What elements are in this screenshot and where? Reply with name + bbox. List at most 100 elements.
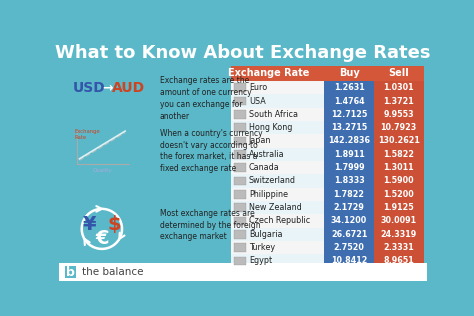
FancyBboxPatch shape	[234, 97, 246, 105]
FancyBboxPatch shape	[234, 216, 246, 225]
FancyBboxPatch shape	[374, 94, 423, 108]
FancyBboxPatch shape	[231, 214, 324, 228]
Text: $: $	[108, 215, 121, 234]
Text: 2.1729: 2.1729	[334, 203, 365, 212]
Text: Philippine: Philippine	[249, 190, 288, 199]
Text: 130.2621: 130.2621	[378, 137, 419, 145]
Text: 142.2836: 142.2836	[328, 137, 370, 145]
Text: 1.2631: 1.2631	[334, 83, 365, 92]
FancyBboxPatch shape	[374, 201, 423, 214]
FancyBboxPatch shape	[234, 257, 246, 265]
Text: What to Know About Exchange Rates: What to Know About Exchange Rates	[55, 44, 431, 62]
FancyBboxPatch shape	[324, 161, 374, 174]
FancyBboxPatch shape	[231, 108, 324, 121]
FancyBboxPatch shape	[234, 163, 246, 172]
FancyBboxPatch shape	[374, 174, 423, 188]
FancyBboxPatch shape	[234, 110, 246, 119]
Text: €: €	[95, 228, 109, 248]
Text: Australia: Australia	[249, 150, 284, 159]
FancyBboxPatch shape	[374, 121, 423, 134]
Text: 1.3721: 1.3721	[383, 96, 414, 106]
FancyBboxPatch shape	[324, 241, 374, 254]
FancyBboxPatch shape	[374, 241, 423, 254]
FancyBboxPatch shape	[324, 201, 374, 214]
Text: 24.3319: 24.3319	[381, 230, 417, 239]
FancyBboxPatch shape	[324, 81, 374, 94]
FancyBboxPatch shape	[231, 161, 324, 174]
Text: the balance: the balance	[82, 267, 144, 277]
FancyBboxPatch shape	[231, 134, 324, 148]
FancyBboxPatch shape	[231, 174, 324, 188]
Text: 1.5822: 1.5822	[383, 150, 414, 159]
FancyBboxPatch shape	[231, 241, 324, 254]
FancyBboxPatch shape	[65, 266, 76, 278]
Text: Sell: Sell	[388, 68, 409, 78]
Text: Exchange rates are the
amount of one currency
you can exchange for
another: Exchange rates are the amount of one cur…	[160, 76, 252, 121]
FancyBboxPatch shape	[231, 66, 423, 81]
Text: When a country's currency
doesn't vary according to
the forex market, it has a
f: When a country's currency doesn't vary a…	[160, 129, 263, 173]
Text: Egypt: Egypt	[249, 256, 272, 265]
FancyBboxPatch shape	[231, 94, 324, 108]
FancyBboxPatch shape	[324, 214, 374, 228]
FancyBboxPatch shape	[374, 108, 423, 121]
FancyBboxPatch shape	[374, 161, 423, 174]
Text: Turkey: Turkey	[249, 243, 275, 252]
FancyBboxPatch shape	[234, 137, 246, 145]
Text: 1.5200: 1.5200	[383, 190, 414, 199]
FancyBboxPatch shape	[231, 201, 324, 214]
FancyBboxPatch shape	[234, 243, 246, 252]
FancyBboxPatch shape	[231, 81, 324, 94]
Text: 10.7923: 10.7923	[381, 123, 417, 132]
FancyBboxPatch shape	[324, 254, 374, 268]
FancyBboxPatch shape	[234, 150, 246, 159]
Text: Czech Republic: Czech Republic	[249, 216, 310, 225]
Text: 1.8911: 1.8911	[334, 150, 365, 159]
Text: Japan: Japan	[249, 137, 271, 145]
Text: 13.2715: 13.2715	[331, 123, 367, 132]
Text: 10.8412: 10.8412	[331, 256, 367, 265]
FancyBboxPatch shape	[231, 121, 324, 134]
FancyBboxPatch shape	[324, 108, 374, 121]
FancyBboxPatch shape	[234, 83, 246, 92]
FancyBboxPatch shape	[324, 134, 374, 148]
FancyBboxPatch shape	[59, 263, 427, 281]
Text: 1.5900: 1.5900	[383, 176, 414, 185]
FancyBboxPatch shape	[374, 188, 423, 201]
Text: 1.7999: 1.7999	[334, 163, 365, 172]
Text: 34.1200: 34.1200	[331, 216, 367, 225]
Text: →: →	[103, 82, 113, 94]
FancyBboxPatch shape	[234, 190, 246, 198]
FancyBboxPatch shape	[374, 81, 423, 94]
FancyBboxPatch shape	[234, 123, 246, 132]
Text: Exchange
Rate: Exchange Rate	[75, 129, 100, 140]
Text: 1.9125: 1.9125	[383, 203, 414, 212]
FancyBboxPatch shape	[231, 254, 324, 268]
Text: 12.7125: 12.7125	[331, 110, 367, 119]
FancyBboxPatch shape	[374, 254, 423, 268]
Text: 1.7822: 1.7822	[334, 190, 365, 199]
Text: Most exchange rates are
determined by the foreign
exchange market: Most exchange rates are determined by th…	[160, 209, 261, 241]
Text: 1.8333: 1.8333	[334, 176, 365, 185]
Text: ¥: ¥	[83, 215, 96, 234]
FancyBboxPatch shape	[374, 134, 423, 148]
Text: Buy: Buy	[339, 68, 359, 78]
FancyBboxPatch shape	[234, 203, 246, 212]
FancyBboxPatch shape	[324, 174, 374, 188]
Text: Hong Kong: Hong Kong	[249, 123, 292, 132]
FancyBboxPatch shape	[324, 228, 374, 241]
Text: 9.9553: 9.9553	[383, 110, 414, 119]
Text: Exchange Rate: Exchange Rate	[228, 68, 309, 78]
FancyBboxPatch shape	[324, 188, 374, 201]
Text: b: b	[66, 265, 75, 278]
Text: 1.3011: 1.3011	[383, 163, 414, 172]
FancyBboxPatch shape	[374, 148, 423, 161]
Text: Bulgaria: Bulgaria	[249, 230, 283, 239]
Text: Euro: Euro	[249, 83, 267, 92]
Text: 26.6721: 26.6721	[331, 230, 367, 239]
Text: 2.7520: 2.7520	[334, 243, 365, 252]
FancyBboxPatch shape	[234, 230, 246, 239]
FancyBboxPatch shape	[324, 148, 374, 161]
Text: USD: USD	[73, 81, 106, 95]
Text: 30.0091: 30.0091	[381, 216, 417, 225]
Text: Canada: Canada	[249, 163, 280, 172]
